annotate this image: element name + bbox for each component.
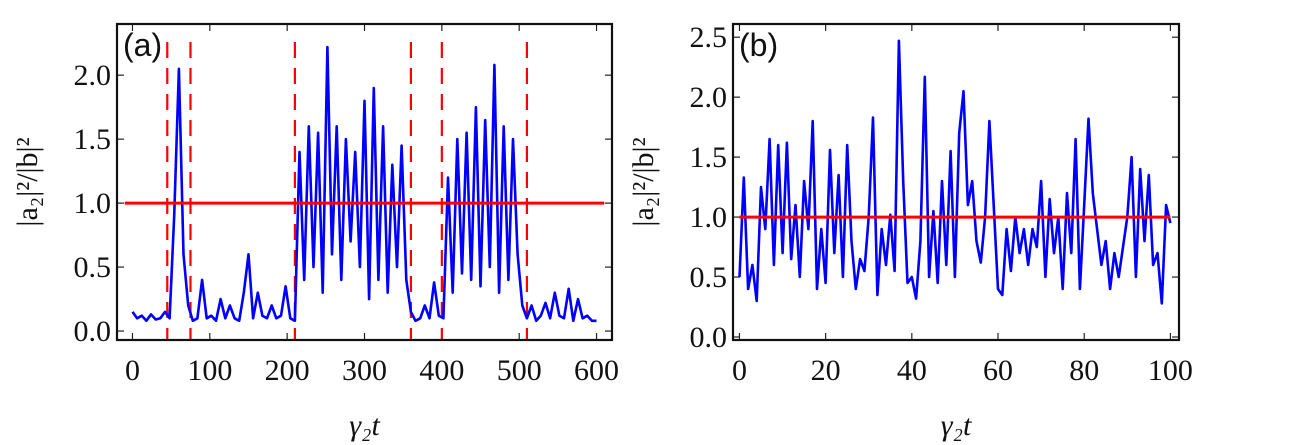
panel-label: (b)	[739, 27, 778, 63]
signal-line	[131, 45, 597, 323]
y-tick-label: 1.0	[690, 201, 728, 234]
x-tick-label: 20	[811, 354, 841, 387]
plot-frame	[731, 22, 1181, 342]
x-tick-label: 80	[1069, 354, 1099, 387]
signal-line	[738, 39, 1172, 305]
y-axis-label: |a₂|²/|b|²	[627, 137, 660, 226]
y-tick-label: 1.0	[74, 187, 112, 220]
x-tick-label: 500	[497, 354, 542, 387]
y-axis-label: |a₂|²/|b|²	[11, 137, 44, 226]
y-tick-label: 1.5	[74, 123, 112, 156]
y-tick-label: 0.0	[690, 321, 728, 354]
x-tick-label: 40	[897, 354, 927, 387]
y-tick-label: 1.5	[690, 141, 728, 174]
x-tick-label: 60	[983, 354, 1013, 387]
x-tick-label: 100	[187, 354, 232, 387]
x-axis-label: γ₂t	[941, 409, 972, 442]
x-tick-label: 300	[342, 354, 387, 387]
y-tick-label: 2.5	[690, 21, 728, 54]
x-axis-label: γ₂t	[349, 409, 380, 442]
y-tick-label: 0.5	[690, 261, 728, 294]
y-tick-label: 2.0	[690, 81, 728, 114]
panel-label: (a)	[123, 27, 162, 63]
panel-a: 0 100 200 300 400 500 600 0.0 0.5 1.0 1.5 2.0 (a) γ₂t…	[11, 22, 619, 442]
y-tick-label: 0.0	[74, 315, 112, 348]
x-tick-label: 0	[125, 354, 140, 387]
x-tick-label: 100	[1148, 354, 1193, 387]
panel-b: 0 20 40 60 80 100 0.0 0.5 1.0 1.5 2.0 2.5 (b) γ₂t |a₂|…	[627, 21, 1193, 442]
x-tick-label: 400	[419, 354, 464, 387]
x-tick-label: 0	[732, 354, 747, 387]
x-tick-label: 200	[265, 354, 310, 387]
plot-frame	[115, 22, 614, 342]
y-tick-label: 0.5	[74, 251, 112, 284]
x-tick-label: 600	[574, 354, 619, 387]
y-tick-label: 2.0	[74, 59, 112, 92]
